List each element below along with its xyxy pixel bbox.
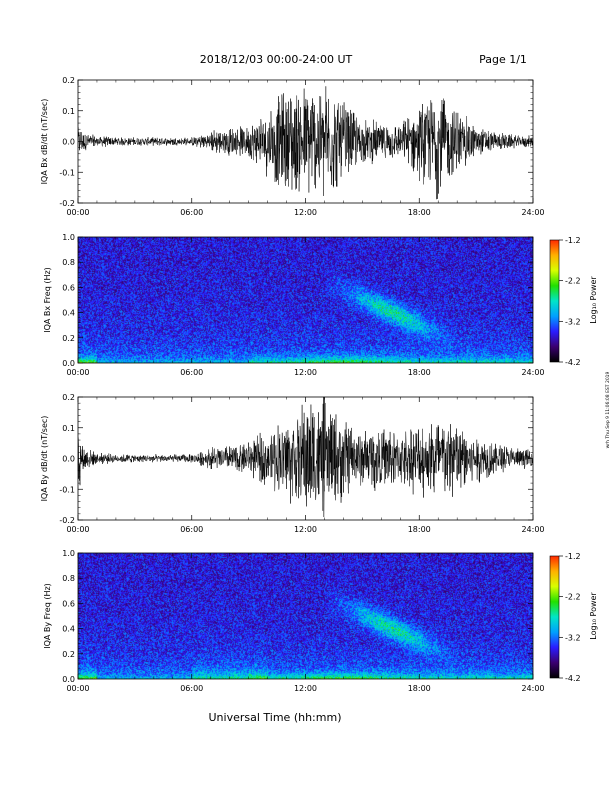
panel-bx-dbdt: 0.2 0.1 0.0 -0.1 -0.2 00:00 06:00 12:00 18:00 24… <box>40 76 545 217</box>
panel-bx-spectrogram-xticks: 00:00 06:00 12:00 18:00 24:00 <box>66 237 545 377</box>
side-stamp: wrh Thu Sep 9 11:06:08 EST 2019 <box>605 371 611 448</box>
x-tick-label: 18:00 <box>408 684 431 693</box>
y-tick-label: 0.6 <box>62 283 75 292</box>
y-tick-label: 0.2 <box>62 334 75 343</box>
y-tick-label: 0.1 <box>62 424 75 433</box>
header-page: Page 1/1 <box>479 53 527 66</box>
y-tick-label: -0.1 <box>59 485 75 494</box>
colorbar-by-label: Log₁₀ Power <box>589 592 598 640</box>
panel-bx-spectrogram-ylabel: IQA Bx Freq (Hz) <box>43 267 52 333</box>
colorbar-bx-ticks: -1.2 -2.2 -3.2 -4.2 <box>559 236 581 367</box>
x-tick-label: 00:00 <box>66 684 89 693</box>
x-tick-label: 24:00 <box>521 684 544 693</box>
panel-by-dbdt-xticks: 00:00 06:00 12:00 18:00 24:00 <box>66 397 545 534</box>
x-tick-label: 00:00 <box>66 525 89 534</box>
x-axis-title: Universal Time (hh:mm) <box>209 711 342 724</box>
panel-bx-spectrogram-yticks: 1.0 0.8 0.6 0.4 0.2 0.0 <box>62 233 533 368</box>
colorbar-by-gradient <box>549 555 560 679</box>
x-tick-label: 06:00 <box>180 525 203 534</box>
x-tick-label: 12:00 <box>294 368 317 377</box>
colorbar-tick-label: -2.2 <box>565 593 581 602</box>
panel-by-spectrogram-yticks: 1.0 0.8 0.6 0.4 0.2 0.0 <box>62 549 533 684</box>
by-dbdt-trace <box>77 396 534 518</box>
x-tick-label: 06:00 <box>180 208 203 217</box>
colorbar-tick-label: -3.2 <box>565 317 581 326</box>
colorbar-by: -1.2 -2.2 -3.2 -4.2 Log₁₀ Power <box>549 552 598 683</box>
y-tick-label: 0.8 <box>62 574 75 583</box>
x-tick-label: 24:00 <box>521 525 544 534</box>
y-tick-label: 0.0 <box>62 455 75 464</box>
colorbar-bx: -1.2 -2.2 -3.2 -4.2 Log₁₀ Power <box>549 236 598 367</box>
x-tick-label: 18:00 <box>408 525 431 534</box>
x-tick-label: 12:00 <box>294 208 317 217</box>
x-tick-label: 24:00 <box>521 368 544 377</box>
y-tick-label: 0.6 <box>62 599 75 608</box>
x-tick-label: 00:00 <box>66 208 89 217</box>
x-tick-label: 12:00 <box>294 684 317 693</box>
by-spectrogram-heatmap <box>78 553 533 679</box>
y-tick-label: 0.4 <box>62 625 75 634</box>
colorbar-tick-label: -4.2 <box>565 674 581 683</box>
panel-by-dbdt-yticks: 0.2 0.1 0.0 -0.1 -0.2 <box>59 393 533 525</box>
x-tick-label: 06:00 <box>180 368 203 377</box>
x-tick-label: 00:00 <box>66 368 89 377</box>
y-tick-label: 0.1 <box>62 107 75 116</box>
colorbar-tick-label: -1.2 <box>565 552 581 561</box>
colorbar-tick-label: -3.2 <box>565 633 581 642</box>
panel-by-dbdt-ylabel: IQA By dB/dt (nT/sec) <box>40 416 49 502</box>
colorbar-tick-label: -1.2 <box>565 236 581 245</box>
y-tick-label: 1.0 <box>62 233 75 242</box>
y-tick-label: 0.8 <box>62 258 75 267</box>
x-tick-label: 24:00 <box>521 208 544 217</box>
y-tick-label: 0.0 <box>62 138 75 147</box>
colorbar-tick-label: -4.2 <box>565 358 581 367</box>
y-tick-label: -0.2 <box>59 516 75 525</box>
x-tick-label: 18:00 <box>408 208 431 217</box>
panel-by-spectrogram: 1.0 0.8 0.6 0.4 0.2 0.0 00:00 06:00 12:00 18:00 2… <box>43 549 545 693</box>
y-tick-label: 0.2 <box>62 76 75 85</box>
y-tick-label: -0.2 <box>59 199 75 208</box>
panel-bx-dbdt-yticks: 0.2 0.1 0.0 -0.1 -0.2 <box>59 76 533 208</box>
x-tick-label: 18:00 <box>408 368 431 377</box>
header-date-range: 2018/12/03 00:00-24:00 UT <box>200 53 353 66</box>
y-tick-label: 0.4 <box>62 309 75 318</box>
y-tick-label: -0.1 <box>59 168 75 177</box>
panel-bx-spectrogram: 1.0 0.8 0.6 0.4 0.2 0.0 00:00 06:00 12:00 18:00 2… <box>43 233 545 377</box>
panel-by-dbdt: 0.2 0.1 0.0 -0.1 -0.2 00:00 06:00 12:00 18:00 24… <box>40 393 545 534</box>
colorbar-bx-label: Log₁₀ Power <box>589 276 598 324</box>
bx-spectrogram-heatmap <box>78 237 533 363</box>
panel-bx-dbdt-ylabel: IQA Bx dB/dt (nT/sec) <box>40 99 49 185</box>
colorbar-by-ticks: -1.2 -2.2 -3.2 -4.2 <box>559 552 581 683</box>
panel-bx-dbdt-xticks: 00:00 06:00 12:00 18:00 24:00 <box>66 80 545 217</box>
y-tick-label: 1.0 <box>62 549 75 558</box>
x-tick-label: 12:00 <box>294 525 317 534</box>
panel-by-spectrogram-ylabel: IQA By Freq (Hz) <box>43 583 52 649</box>
panel-by-spectrogram-xticks: 00:00 06:00 12:00 18:00 24:00 <box>66 553 545 693</box>
y-tick-label: 0.0 <box>62 675 75 684</box>
colorbar-bx-gradient <box>549 239 560 363</box>
y-tick-label: 0.0 <box>62 359 75 368</box>
bx-dbdt-trace <box>77 86 534 200</box>
colorbar-tick-label: -2.2 <box>565 277 581 286</box>
y-tick-label: 0.2 <box>62 393 75 402</box>
y-tick-label: 0.2 <box>62 650 75 659</box>
x-tick-label: 06:00 <box>180 684 203 693</box>
